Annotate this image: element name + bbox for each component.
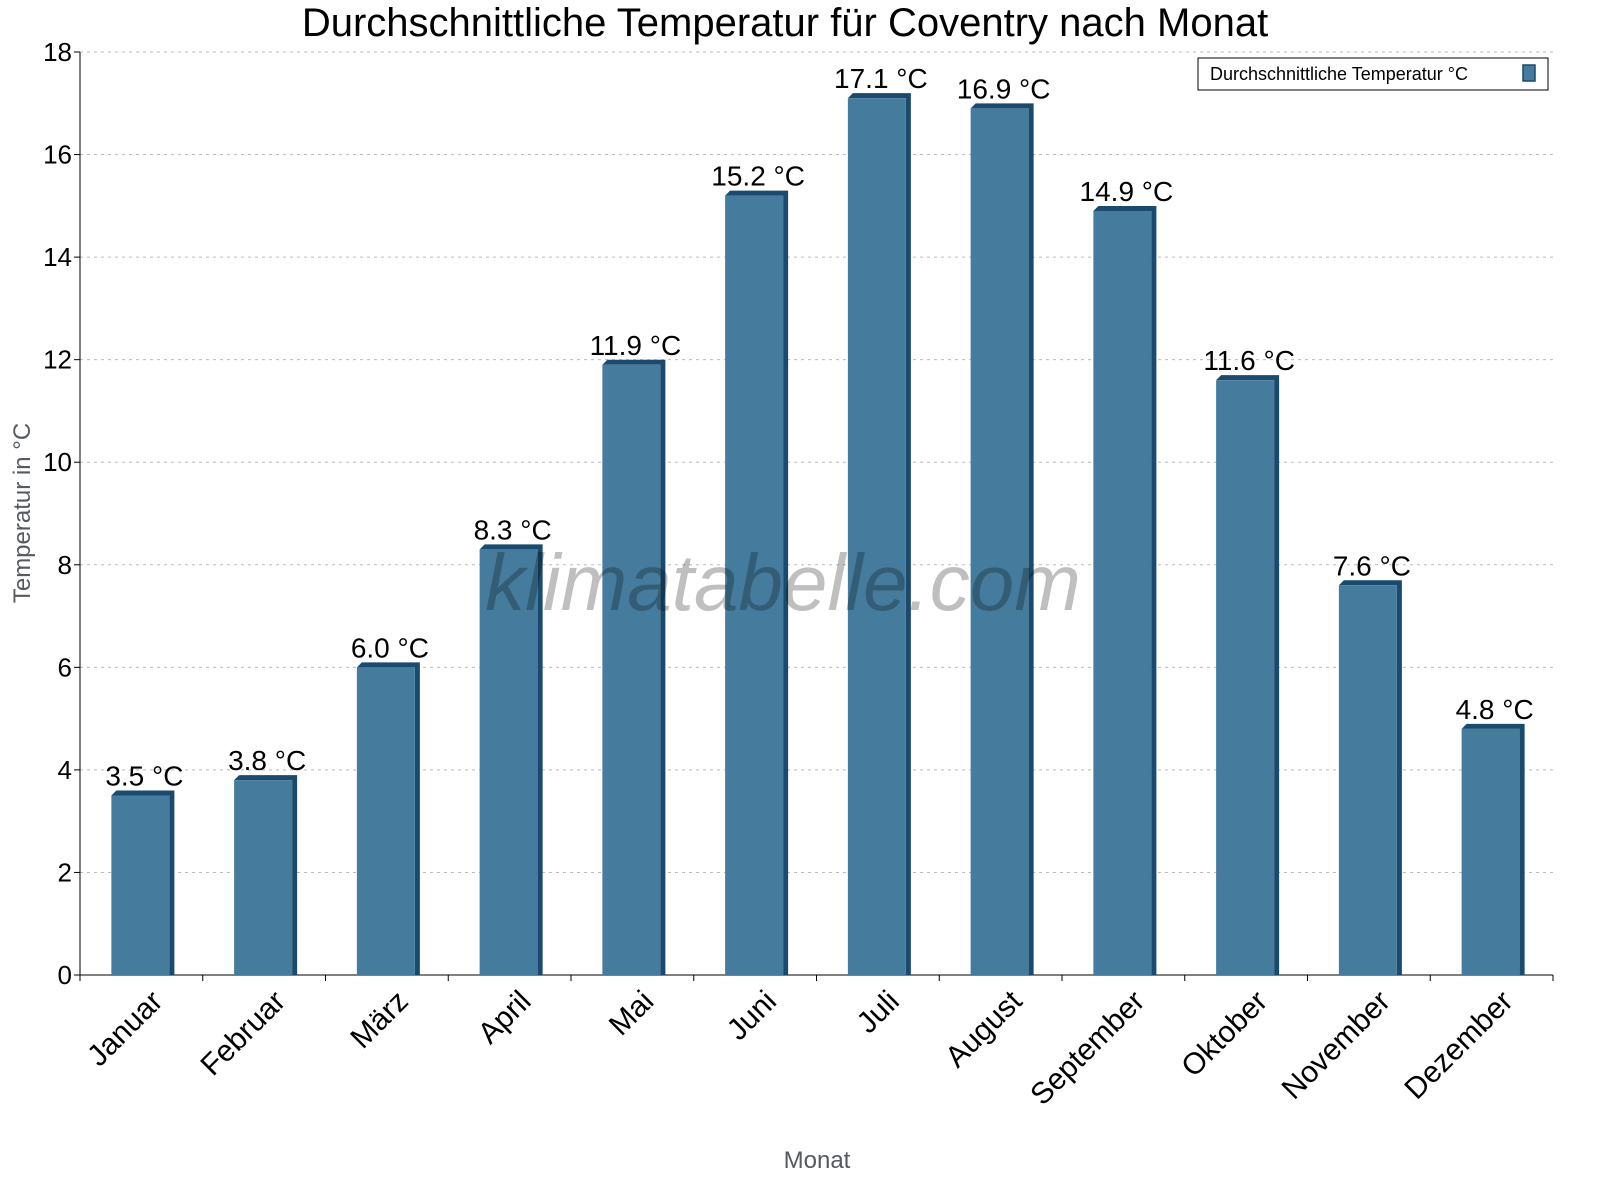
legend: Durchschnittliche Temperatur °C: [1197, 57, 1549, 91]
data-label: 6.0 °C: [351, 632, 429, 663]
bar: [479, 549, 538, 975]
x-tick-label: April: [472, 985, 538, 1051]
bar-september: 14.9 °C: [1080, 176, 1174, 975]
bar: [234, 780, 293, 975]
data-label: 4.8 °C: [1456, 694, 1534, 725]
bar: [1093, 210, 1152, 975]
y-tick-label: 6: [58, 652, 72, 682]
x-tick-label: Juli: [851, 985, 906, 1040]
x-tick-label: September: [1024, 985, 1151, 1112]
bar: [111, 795, 170, 975]
bar-august: 16.9 °C: [957, 73, 1051, 975]
bar: [1338, 585, 1397, 975]
x-tick-label: Juni: [721, 985, 783, 1047]
bar: [1216, 380, 1275, 976]
y-tick-label: 12: [43, 345, 72, 375]
x-tick-label: August: [939, 984, 1029, 1074]
bar: [602, 364, 661, 975]
data-label: 11.9 °C: [590, 330, 682, 361]
data-label: 15.2 °C: [711, 161, 805, 192]
data-label: 3.8 °C: [228, 745, 306, 776]
data-label: 8.3 °C: [474, 514, 552, 545]
x-tick-label: Februar: [194, 985, 292, 1083]
x-tick-label: Januar: [81, 985, 169, 1073]
x-tick-label: Oktober: [1175, 985, 1274, 1084]
y-tick-label: 18: [43, 37, 72, 67]
y-tick-label: 8: [58, 550, 72, 580]
data-label: 7.6 °C: [1333, 550, 1411, 581]
bar: [1461, 728, 1520, 975]
data-label: 3.5 °C: [105, 761, 183, 792]
legend-swatch: [1522, 64, 1536, 82]
gridlines: [80, 51, 1553, 873]
bar-april: 8.3 °C: [474, 514, 552, 975]
bar: [725, 195, 784, 976]
x-axis: Januar Februar März April Mai Juni Juli AugustS…: [79, 974, 1554, 1112]
legend-box: [1197, 57, 1549, 91]
bar-januar: 3.5 °C: [105, 761, 183, 975]
y-axis-label: Temperatur in °C: [9, 423, 36, 603]
y-tick-label: 0: [58, 960, 72, 990]
bar-mai: 11.9 °C: [590, 330, 682, 975]
x-tick-label: Mai: [603, 985, 661, 1043]
y-axis: 0 2 4 6 8 10 12 14 16 18: [43, 37, 81, 990]
bar: [847, 98, 906, 975]
bar-märz: 6.0 °C: [351, 632, 429, 975]
watermark: klimatabelle.com: [485, 538, 1081, 627]
bar: [970, 108, 1029, 975]
x-tick-label: November: [1276, 985, 1397, 1106]
data-label: 16.9 °C: [957, 73, 1051, 104]
bar-juli: 17.1 °C: [834, 63, 928, 975]
legend-label: Durchschnittliche Temperatur °C: [1210, 64, 1468, 84]
y-tick-label: 16: [43, 140, 72, 170]
chart-title: Durchschnittliche Temperatur für Coventr…: [302, 1, 1268, 45]
data-label: 14.9 °C: [1080, 176, 1174, 207]
data-label: 17.1 °C: [834, 63, 928, 94]
x-tick-label: März: [344, 985, 414, 1055]
bar-november: 7.6 °C: [1333, 550, 1411, 975]
bars: 3.5 °C 3.8 °C 6.0 °C 8.3 °C 11.9 °C 15.2 °C 17…: [105, 63, 1534, 976]
data-label: 11.6 °C: [1203, 345, 1295, 376]
bar: [356, 667, 415, 975]
bar-dezember: 4.8 °C: [1456, 694, 1534, 975]
x-axis-label: Monat: [784, 1147, 851, 1174]
y-tick-label: 10: [43, 447, 72, 477]
y-tick-label: 4: [58, 755, 72, 785]
bar-juni: 15.2 °C: [711, 161, 805, 976]
x-tick-label: Dezember: [1398, 985, 1519, 1106]
bar-februar: 3.8 °C: [228, 745, 306, 975]
bar-oktober: 11.6 °C: [1203, 345, 1295, 976]
y-tick-label: 14: [43, 242, 72, 272]
y-tick-label: 2: [58, 857, 72, 887]
